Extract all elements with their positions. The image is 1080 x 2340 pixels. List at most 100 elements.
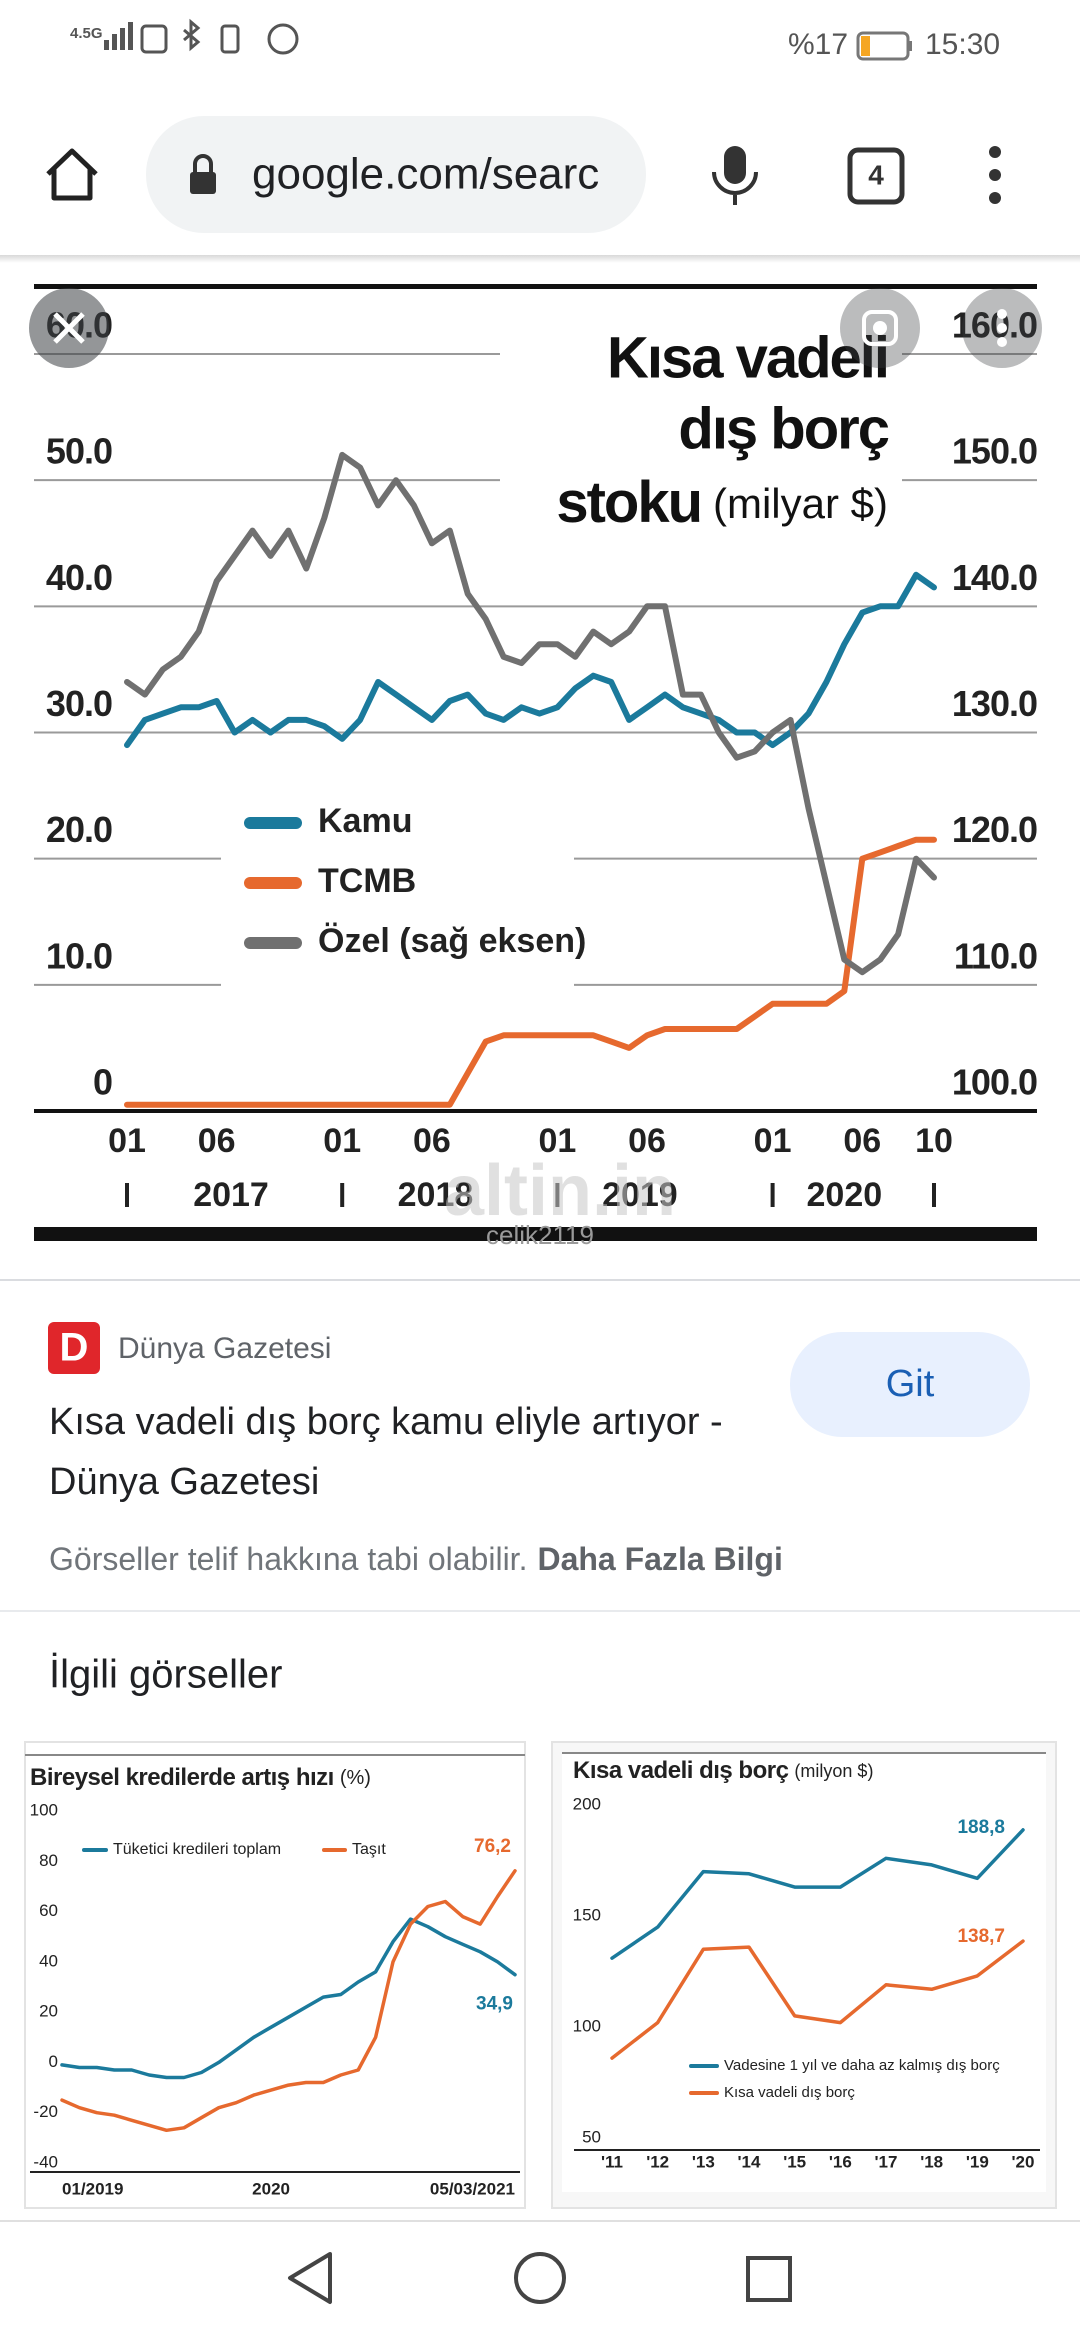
legend-backdrop — [221, 798, 574, 992]
legend-label: Özel (sağ eksen) — [318, 922, 586, 960]
title-backdrop — [500, 336, 902, 552]
lock-shackle — [193, 154, 213, 172]
nav-divider — [0, 2220, 1080, 2222]
y2-tick-label: 160.0 — [952, 305, 1037, 346]
x-tick-label: 06 — [198, 1122, 236, 1160]
x-tick-label: '20 — [1012, 2152, 1035, 2171]
related-unit: (%) — [340, 1767, 371, 1789]
y2-tick-label: 150.0 — [952, 431, 1037, 472]
series-line — [124, 451, 937, 976]
url-text[interactable]: google.com/searc — [252, 150, 599, 199]
more-info-link[interactable]: Daha Fazla Bilgi — [537, 1541, 782, 1577]
url-bar: google.com/searc 4 — [0, 116, 1080, 263]
related-image[interactable]: Bireysel kredilerde artış hızı (%) -40 -20… — [24, 1741, 526, 2209]
lens-button[interactable] — [840, 288, 920, 368]
signal-icon — [104, 22, 133, 50]
related-title: Bireysel kredilerde artış hızı (%) — [30, 1764, 371, 1791]
vibrate-icon — [220, 24, 240, 54]
x-tick-label: '13 — [692, 2152, 715, 2171]
value-label: 138,7 — [957, 1926, 1005, 1947]
tabs-button[interactable] — [847, 147, 905, 205]
divider — [0, 1279, 1080, 1281]
series-line — [124, 571, 937, 749]
related-image[interactable]: Kısa vadeli dış borç (milyon $) 501001502… — [551, 1741, 1057, 2209]
series-line — [610, 1939, 1025, 2060]
menu-button[interactable] — [989, 146, 1001, 204]
bottom-rule — [34, 1227, 1037, 1241]
chart-title: Kısa vadeli — [607, 325, 888, 390]
home-nav-button[interactable] — [514, 2252, 566, 2304]
mic-button[interactable] — [724, 146, 746, 184]
source-logo — [48, 1322, 100, 1374]
y2-tick-label: 140.0 — [952, 557, 1037, 598]
year-label: 2017 — [193, 1176, 269, 1214]
source-logo-letter: D — [60, 1326, 89, 1370]
notice-text: Görseller telif hakkına tabi olabilir. — [49, 1541, 527, 1577]
legend-label: Kamu — [318, 802, 412, 840]
back-button[interactable] — [288, 2252, 332, 2304]
x-tick-label: 01 — [323, 1122, 361, 1160]
x-axis-line — [574, 2149, 1040, 2151]
x-tick-label: '12 — [646, 2152, 669, 2171]
y2-tick-label: 100.0 — [952, 1062, 1037, 1103]
hand-icon — [267, 23, 299, 55]
top-rule — [34, 284, 1037, 289]
y2-tick-label: 110.0 — [954, 935, 1037, 976]
close-button[interactable] — [29, 288, 109, 368]
y-tick-label: 40.0 — [46, 557, 112, 598]
mic-stand — [712, 171, 758, 205]
x-tick-label: 01 — [754, 1122, 792, 1160]
x-tick-label: '18 — [920, 2152, 943, 2171]
clock: 15:30 — [925, 28, 1000, 61]
copyright-notice: Görseller telif hakkına tabi olabilir. Da… — [49, 1541, 783, 1577]
year-label: 2018 — [398, 1176, 474, 1214]
legend-label: Tüketici kredileri toplam — [113, 1841, 281, 1858]
y-tick-label: 50.0 — [46, 431, 112, 472]
y-tick-label: 50 — [582, 2127, 601, 2146]
more-button[interactable] — [962, 288, 1042, 368]
panel-rule — [562, 1752, 1046, 1754]
y-tick-label: 100 — [30, 1800, 58, 1819]
battery-level: %17 — [788, 28, 848, 61]
recents-button[interactable] — [746, 2256, 792, 2302]
visit-button[interactable] — [790, 1332, 1030, 1437]
home-button[interactable] — [46, 148, 98, 201]
x-tick-label: '16 — [829, 2152, 852, 2171]
x-tick-label: 05/03/2021 — [430, 2179, 515, 2198]
nav-background — [0, 2220, 1080, 2340]
related-title: Kısa vadeli dış borç (milyon $) — [573, 1757, 873, 1784]
series-line — [124, 836, 937, 1108]
chart-unit: (milyar $) — [713, 480, 888, 527]
x-tick-label: 01/2019 — [62, 2179, 123, 2198]
value-label: 188,8 — [957, 1817, 1005, 1838]
lock-icon — [190, 172, 216, 194]
related-canvas — [562, 1752, 1046, 2192]
x-tick-label: '17 — [875, 2152, 898, 2171]
x-tick-label: 06 — [843, 1122, 881, 1160]
y-tick-label: 20.0 — [46, 809, 112, 850]
result-title[interactable]: Kısa vadeli dış borç kamu eliyle artıyor… — [49, 1401, 723, 1503]
related-panel — [24, 1741, 526, 2209]
y2-tick-label: 120.0 — [952, 809, 1037, 850]
result-info: D Dünya Gazetesi Git Görseller telif hak… — [0, 1279, 1080, 1697]
x-tick-label: 10 — [915, 1122, 953, 1160]
visit-button-label: Git — [886, 1363, 935, 1405]
url-field[interactable] — [146, 116, 646, 233]
y-tick-label: 80 — [39, 1851, 58, 1870]
x-tick-label: '11 — [601, 2152, 623, 2171]
x-axis-line — [30, 2171, 520, 2173]
y-tick-label: -20 — [33, 2102, 58, 2121]
legend-label: TCMB — [318, 862, 416, 900]
related-title-text: Kısa vadeli dış borç — [573, 1757, 789, 1784]
related-heading: İlgili görseller — [49, 1652, 282, 1697]
toolbar-shadow — [0, 255, 1080, 263]
battery-fill — [861, 36, 870, 56]
related-unit: (milyon $) — [794, 1761, 873, 1781]
x-axis-line — [34, 1109, 1037, 1113]
nfc-icon — [140, 24, 168, 54]
y-tick-label: 0 — [93, 1062, 112, 1103]
y-tick-label: 100 — [573, 2016, 601, 2035]
series-line — [60, 1869, 517, 2133]
